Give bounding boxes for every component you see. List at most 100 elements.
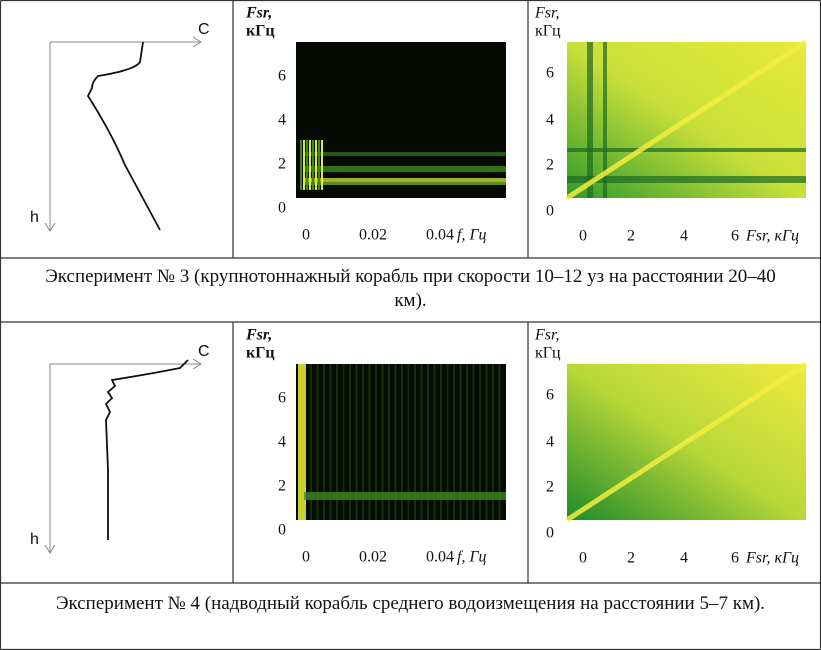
- x-tick-label: 0.02: [359, 549, 387, 566]
- band: [312, 140, 314, 190]
- y-label: Fsr,: [245, 5, 272, 22]
- axis-c: C: [198, 343, 210, 360]
- band: [304, 492, 506, 500]
- y-tick-label: 0: [546, 525, 554, 542]
- x-tick-label: 0: [579, 228, 587, 245]
- y-tick-label: 6: [278, 390, 286, 407]
- axis-c: C: [198, 21, 210, 38]
- y-tick-label: 4: [278, 434, 286, 451]
- band: [315, 140, 317, 190]
- stripe: [316, 364, 319, 520]
- band: [306, 140, 308, 190]
- y-tick-label: 6: [546, 65, 554, 82]
- band: [298, 364, 306, 520]
- stripe: [472, 364, 475, 520]
- x-tick-label: 2: [627, 228, 635, 245]
- x-label: f, Гц: [457, 227, 487, 244]
- stripe: [381, 364, 384, 520]
- band: [304, 152, 506, 156]
- stripe: [603, 42, 607, 198]
- band: [304, 166, 506, 172]
- y-tick-label: 2: [546, 479, 554, 496]
- stripe: [479, 364, 481, 520]
- x-tick-label: 0: [302, 227, 310, 244]
- axis-h: h: [30, 209, 39, 226]
- stripe: [349, 364, 351, 520]
- stripe: [453, 364, 455, 520]
- band: [303, 140, 305, 190]
- diagonal: [565, 39, 808, 201]
- axis-h: h: [30, 531, 39, 548]
- band: [300, 140, 302, 190]
- x-tick-label: 2: [627, 550, 635, 567]
- y-label: Fsr,: [534, 5, 559, 22]
- profile-axes: [49, 363, 200, 552]
- y-tick-label: 4: [278, 112, 286, 129]
- stripe: [401, 364, 403, 520]
- stripe: [368, 364, 371, 520]
- band: [318, 140, 320, 190]
- sound-speed-profile: [104, 359, 189, 540]
- y-unit: кГц: [535, 23, 561, 40]
- stripe: [498, 364, 501, 520]
- y-tick-label: 2: [278, 156, 286, 173]
- band: [321, 140, 323, 190]
- sound-speed-profile: [86, 41, 161, 231]
- stripe: [362, 364, 364, 520]
- stripe: [567, 176, 806, 183]
- stripe: [336, 364, 338, 520]
- stripe: [420, 364, 423, 520]
- y-tick-label: 4: [546, 434, 554, 451]
- stripe: [323, 364, 325, 520]
- stripe: [446, 364, 449, 520]
- stripe: [427, 364, 429, 520]
- x-label: Fsr, кГц: [745, 228, 799, 245]
- y-unit: кГц: [535, 345, 561, 362]
- spectrogram: [296, 42, 506, 198]
- x-label: Fsr, кГц: [745, 550, 799, 567]
- y-tick-label: 2: [546, 157, 554, 174]
- x-tick-label: 0: [579, 550, 587, 567]
- y-tick-label: 6: [546, 387, 554, 404]
- stripe: [407, 364, 410, 520]
- stripe: [440, 364, 442, 520]
- stripe: [375, 364, 377, 520]
- y-unit: кГц: [246, 23, 275, 40]
- band: [304, 178, 506, 182]
- x-label: f, Гц: [457, 549, 487, 566]
- x-tick-label: 6: [731, 550, 739, 567]
- y-tick-label: 0: [278, 200, 286, 217]
- y-tick-label: 0: [546, 203, 554, 220]
- arrow: [44, 358, 202, 554]
- arrow: [44, 36, 202, 232]
- x-tick-label: 0.02: [359, 227, 387, 244]
- stripe: [342, 364, 345, 520]
- stripe: [466, 364, 468, 520]
- stripe: [567, 148, 806, 152]
- profile-axes: [49, 41, 200, 230]
- caption: Эксперимент № 3 (крупнотоннажный корабль…: [45, 266, 776, 311]
- stripe: [414, 364, 416, 520]
- x-tick-label: 0.04: [426, 227, 454, 244]
- y-tick-label: 4: [546, 112, 554, 129]
- x-tick-label: 6: [731, 228, 739, 245]
- x-tick-label: 4: [680, 228, 688, 245]
- y-unit: кГц: [246, 345, 275, 362]
- band: [309, 140, 311, 190]
- stripe: [587, 42, 593, 198]
- x-tick-label: 0.04: [426, 549, 454, 566]
- stripe: [388, 364, 390, 520]
- x-tick-label: 4: [680, 550, 688, 567]
- x-tick-label: 0: [302, 549, 310, 566]
- y-tick-label: 2: [278, 478, 286, 495]
- caption: Эксперимент № 4 (надводный корабль средн…: [55, 593, 766, 614]
- y-tick-label: 0: [278, 522, 286, 539]
- stripe: [355, 364, 358, 520]
- stripe: [394, 364, 397, 520]
- y-tick-label: 6: [278, 68, 286, 85]
- stripe: [485, 364, 488, 520]
- diagonal: [565, 361, 808, 523]
- y-label: Fsr,: [534, 327, 559, 344]
